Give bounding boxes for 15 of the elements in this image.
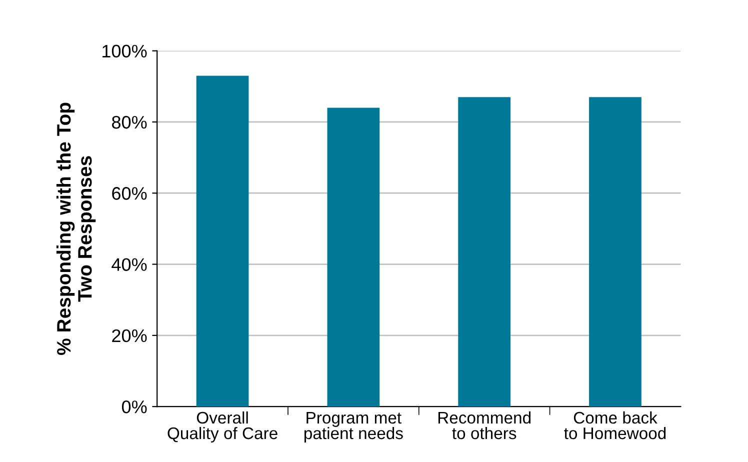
y-tick-label: 80% [112, 116, 147, 129]
bar [458, 97, 511, 407]
y-tick-label: 40% [112, 258, 147, 271]
y-axis-title: % Responding with the Top Two Responses [56, 102, 96, 355]
y-tick-label: 20% [112, 329, 147, 342]
bar [589, 97, 642, 407]
x-tick-label: Overall Quality of Care [168, 411, 278, 442]
bar [196, 76, 249, 407]
bar [327, 108, 380, 407]
x-tick-label: Come back to Homewood [564, 411, 666, 440]
x-tick-label: Program met patient needs [304, 412, 403, 442]
x-tick-label: Recommend to others [438, 411, 530, 440]
y-tick-label: 0% [122, 400, 147, 414]
y-tick-label: 100% [102, 44, 147, 58]
y-tick-label: 60% [112, 187, 147, 200]
